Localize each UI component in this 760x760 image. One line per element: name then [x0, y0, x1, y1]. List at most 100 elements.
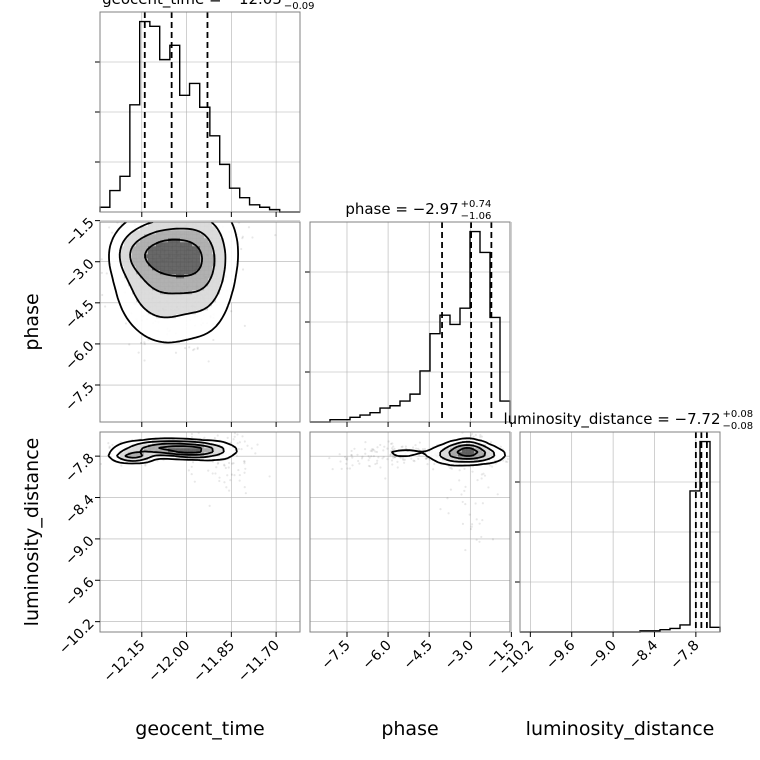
density-cell — [188, 314, 193, 319]
density-cell — [116, 258, 121, 263]
density-cell — [156, 322, 161, 327]
density-cell — [156, 262, 161, 267]
density-cell — [188, 448, 193, 453]
density-cell — [164, 234, 169, 239]
sample-point — [120, 464, 123, 467]
density-cell — [430, 452, 435, 457]
density-cell — [200, 246, 205, 251]
sample-point — [479, 434, 482, 437]
sample-point — [386, 458, 389, 461]
density-cell — [120, 238, 125, 243]
density-cell — [140, 330, 145, 335]
density-cell — [224, 226, 229, 231]
contour-line — [107, 437, 238, 465]
density-cell — [172, 338, 177, 343]
density-cell — [164, 242, 169, 247]
density-cell — [156, 338, 161, 343]
density-cell — [152, 294, 157, 299]
sample-point — [460, 493, 463, 496]
density-cell — [184, 306, 189, 311]
density-cell — [132, 314, 137, 319]
density-cell — [116, 270, 121, 275]
density-cell — [120, 278, 125, 283]
density-cell — [188, 270, 193, 275]
sample-point — [375, 450, 379, 454]
sample-point — [391, 448, 395, 451]
density-cell — [120, 230, 125, 235]
density-cell — [478, 460, 483, 465]
sample-point — [404, 445, 407, 448]
sample-point — [447, 512, 450, 515]
sample-point — [367, 464, 371, 468]
sample-point — [196, 346, 199, 349]
density-cell — [160, 444, 165, 449]
density-cell — [216, 266, 221, 271]
density-cell — [120, 262, 125, 267]
density-cell — [172, 448, 177, 453]
density-cell — [220, 452, 225, 457]
sample-point — [423, 447, 426, 451]
density-cell — [220, 246, 225, 251]
density-cell — [172, 242, 177, 247]
density-cell — [140, 246, 145, 251]
density-cell — [176, 270, 181, 275]
density-cell — [172, 440, 177, 445]
density-cell — [204, 274, 209, 279]
density-cell — [196, 282, 201, 287]
density-cell — [216, 262, 221, 267]
density-cell — [116, 444, 121, 449]
density-cell — [132, 306, 137, 311]
density-cell — [450, 444, 455, 449]
sample-point — [192, 349, 195, 352]
sample-point — [246, 444, 249, 447]
density-cell — [160, 282, 165, 287]
density-cell — [112, 254, 117, 259]
sample-point — [400, 445, 403, 449]
density-cell — [212, 444, 217, 449]
density-cell — [184, 314, 189, 319]
density-cell — [200, 282, 205, 287]
density-cell — [200, 234, 205, 239]
sample-point — [343, 455, 347, 459]
density-cell — [232, 234, 237, 239]
density-cell — [216, 282, 221, 287]
density-cell — [160, 274, 165, 279]
sample-point — [244, 467, 247, 470]
sample-point — [219, 214, 221, 216]
sample-point — [396, 466, 399, 469]
sample-point — [229, 441, 232, 444]
density-cell — [140, 456, 145, 461]
density-cell — [148, 270, 153, 275]
density-cell — [208, 448, 213, 453]
contour-line — [124, 442, 214, 459]
sample-point — [364, 441, 367, 444]
contour-line — [391, 437, 507, 467]
sample-point — [175, 214, 177, 216]
density-cell — [128, 290, 133, 295]
density-cell — [160, 266, 165, 271]
density-cell — [144, 286, 149, 291]
density-cell — [224, 230, 229, 235]
density-cell — [136, 290, 141, 295]
density-cell — [172, 254, 177, 259]
sample-point — [96, 446, 98, 448]
sample-point — [241, 235, 244, 238]
y-axis-label: phase — [21, 293, 43, 350]
density-cell — [160, 226, 165, 231]
sample-point — [241, 435, 244, 438]
density-cell — [172, 326, 177, 331]
density-cell — [120, 274, 125, 279]
density-cell — [208, 326, 213, 331]
sample-point — [396, 460, 399, 463]
panel-contents — [96, 432, 271, 507]
sample-point — [188, 346, 191, 349]
density-cell — [168, 310, 173, 315]
density-cell — [196, 266, 201, 271]
sample-point — [187, 469, 190, 472]
sample-point — [401, 457, 404, 460]
density-cell — [172, 222, 177, 227]
density-cell — [124, 242, 129, 247]
sample-point — [382, 455, 385, 459]
density-cell — [140, 322, 145, 327]
density-cell — [160, 258, 165, 263]
